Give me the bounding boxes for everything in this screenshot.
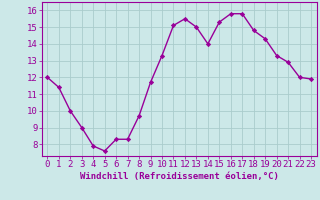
X-axis label: Windchill (Refroidissement éolien,°C): Windchill (Refroidissement éolien,°C) (80, 172, 279, 181)
